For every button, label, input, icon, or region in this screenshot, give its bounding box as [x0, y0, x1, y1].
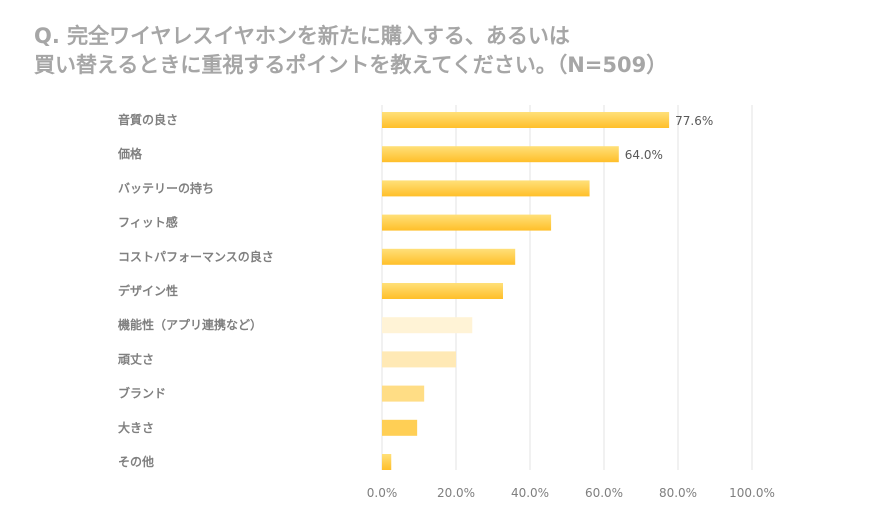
category-label: 価格: [117, 146, 143, 161]
bar: [382, 214, 552, 231]
x-tick-label: 40.0%: [511, 486, 549, 500]
bar: [382, 180, 590, 197]
category-label: コストパフォーマンスの良さ: [118, 249, 274, 264]
bar: [382, 146, 619, 163]
x-tick-label: 20.0%: [437, 486, 475, 500]
data-label: 64.0%: [625, 148, 663, 162]
x-tick-label: 80.0%: [659, 486, 697, 500]
bar: [382, 454, 392, 470]
bar: [382, 283, 503, 299]
bar: [382, 351, 456, 368]
category-label: 頑丈さ: [117, 352, 154, 366]
x-tick-label: 60.0%: [585, 486, 623, 500]
chart-title: Q. 完全ワイヤレスイヤホンを新たに購入する、あるいは 買い替えるときに重視する…: [34, 22, 667, 80]
x-tick-label: 100.0%: [729, 486, 775, 500]
category-label: 大きさ: [118, 420, 154, 435]
category-label: ブランド: [118, 386, 166, 401]
data-label: 77.6%: [675, 114, 713, 128]
bar: [382, 419, 418, 436]
bar: [382, 317, 473, 334]
category-label: その他: [118, 454, 154, 469]
title-line-1: Q. 完全ワイヤレスイヤホンを新たに購入する、あるいは: [34, 24, 570, 48]
category-label: 機能性（アプリ連携など）: [118, 317, 262, 332]
x-tick-label: 0.0%: [367, 486, 398, 500]
bar: [382, 385, 425, 402]
category-label: フィット感: [118, 215, 178, 230]
category-label: デザイン性: [118, 283, 178, 298]
category-label: 音質の良さ: [118, 112, 178, 127]
bar: [382, 248, 516, 265]
category-label: バッテリーの持ち: [118, 180, 214, 195]
title-line-2: 買い替えるときに重視するポイントを教えてください。（N=509）: [34, 53, 668, 77]
bar: [382, 112, 670, 128]
